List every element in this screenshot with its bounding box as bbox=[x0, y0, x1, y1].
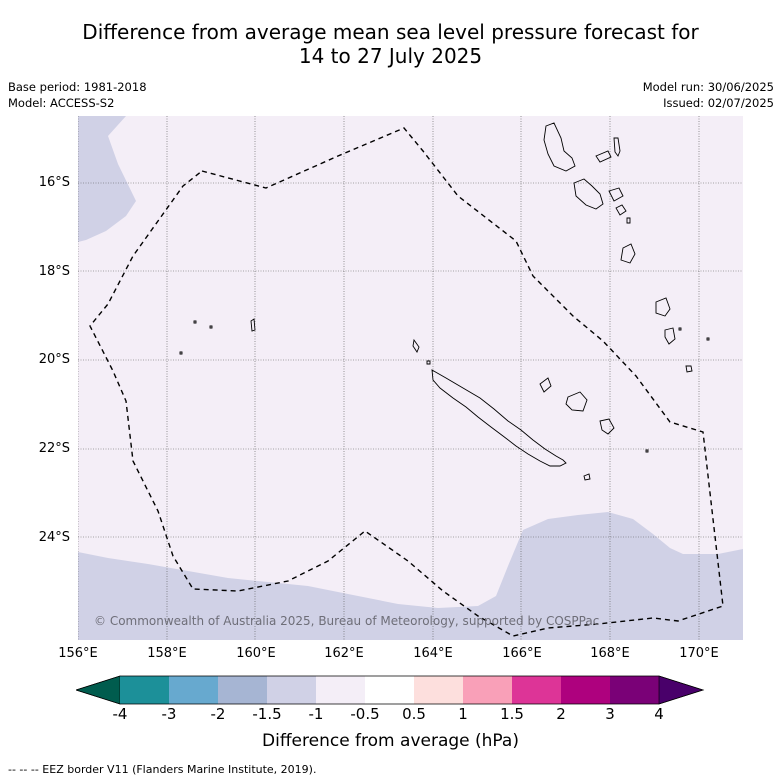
lon-label-158e: 158°E bbox=[147, 646, 187, 661]
lat-label-24s: 24°S bbox=[38, 530, 70, 545]
negative-anomaly-region-northwest bbox=[78, 116, 136, 242]
colorbar-segment bbox=[120, 676, 169, 704]
island-aneityum bbox=[685, 365, 693, 373]
colorbar-extend-low bbox=[75, 675, 121, 705]
island-small-6 bbox=[193, 320, 197, 324]
island-small-3 bbox=[706, 337, 710, 341]
colorbar-tick-label: 3 bbox=[605, 705, 615, 723]
map-panel bbox=[78, 116, 743, 640]
colorbar-segment bbox=[463, 676, 512, 704]
island-epi bbox=[615, 204, 627, 216]
colorbar-tick-label: -4 bbox=[112, 705, 128, 723]
base-period-text: Base period: 1981-2018 bbox=[8, 80, 147, 94]
lon-label-162e: 162°E bbox=[324, 646, 364, 661]
graticule bbox=[78, 116, 743, 640]
lon-label-166e: 166°E bbox=[502, 646, 542, 661]
negative-anomaly-region-south bbox=[78, 512, 743, 640]
island-malekula bbox=[573, 178, 604, 210]
colorbar-segment bbox=[610, 676, 659, 704]
colorbar-segment bbox=[267, 676, 316, 704]
title-line-2: 14 to 27 July 2025 bbox=[298, 44, 483, 68]
island-maewo bbox=[613, 137, 621, 157]
island-small-1 bbox=[645, 449, 649, 453]
island-new-caledonia bbox=[431, 369, 567, 467]
lon-label-160e: 160°E bbox=[236, 646, 276, 661]
island-belep bbox=[412, 338, 420, 353]
colorbar-tick-label: -2 bbox=[210, 705, 226, 723]
colorbar-segment bbox=[512, 676, 561, 704]
island-ambae bbox=[595, 150, 612, 163]
island-efate bbox=[620, 243, 636, 264]
copyright-text: © Commonwealth of Australia 2025, Bureau… bbox=[94, 614, 600, 628]
meta-right: Model run: 30/06/2025 Issued: 02/07/2025 bbox=[643, 79, 774, 111]
model-text: Model: ACCESS-S2 bbox=[8, 96, 115, 110]
island-small-4 bbox=[678, 327, 682, 331]
island-small-2 bbox=[426, 360, 431, 365]
island-small-8 bbox=[209, 325, 213, 329]
island-tanna bbox=[664, 327, 676, 345]
colorbar-tick-label: 0.5 bbox=[402, 705, 426, 723]
colorbar-tick-label: 2 bbox=[556, 705, 566, 723]
lon-label-168e: 168°E bbox=[590, 646, 630, 661]
lon-label-164e: 164°E bbox=[413, 646, 453, 661]
eez-legend-text: -- -- -- EEZ border V11 (Flanders Marine… bbox=[8, 763, 317, 776]
colorbar-tick-label: 4 bbox=[654, 705, 664, 723]
colorbar-segment bbox=[414, 676, 463, 704]
island-lifou bbox=[565, 391, 588, 412]
colorbar-segment bbox=[365, 676, 414, 704]
colorbar-tick-label: 1.5 bbox=[500, 705, 524, 723]
colorbar-tick-label: -1.5 bbox=[252, 705, 282, 723]
island-espiritu-santo bbox=[543, 122, 576, 172]
colorbar-title: Difference from average (hPa) bbox=[262, 731, 519, 751]
lat-label-16s: 16°S bbox=[38, 175, 70, 190]
island-ouvea bbox=[539, 377, 552, 393]
lat-label-18s: 18°S bbox=[38, 264, 70, 279]
lat-label-22s: 22°S bbox=[38, 441, 70, 456]
colorbar bbox=[74, 674, 706, 706]
colorbar-segment bbox=[561, 676, 610, 704]
colorbar-tick-label: -1 bbox=[308, 705, 324, 723]
model-run-text: Model run: 30/06/2025 bbox=[642, 80, 774, 94]
colorbar-outline bbox=[74, 675, 705, 705]
page-title: Difference from average mean sea level p… bbox=[0, 20, 781, 68]
island-pentecost bbox=[608, 187, 624, 202]
colorbar-extend-high bbox=[658, 675, 704, 705]
map-svg bbox=[78, 116, 743, 640]
colorbar-tick-label: -3 bbox=[161, 705, 177, 723]
colorbar-segment bbox=[218, 676, 267, 704]
island-small-7 bbox=[179, 351, 183, 355]
lon-label-170e: 170°E bbox=[679, 646, 719, 661]
meta-left: Base period: 1981-2018 Model: ACCESS-S2 bbox=[8, 79, 147, 111]
island-walpole bbox=[583, 473, 591, 481]
colorbar-svg bbox=[74, 675, 705, 705]
island-mare bbox=[599, 418, 615, 435]
lon-label-156e: 156°E bbox=[58, 646, 98, 661]
colorbar-tick-label: -0.5 bbox=[350, 705, 380, 723]
eez-border-line bbox=[89, 127, 724, 637]
issued-text: Issued: 02/07/2025 bbox=[663, 96, 774, 110]
island-erromango bbox=[655, 297, 671, 317]
colorbar-segment bbox=[316, 676, 365, 704]
title-line-1: Difference from average mean sea level p… bbox=[82, 20, 699, 44]
island-rennell bbox=[250, 318, 256, 332]
colorbar-tick-label: 1 bbox=[458, 705, 468, 723]
lat-label-20s: 20°S bbox=[38, 352, 70, 367]
colorbar-segment bbox=[169, 676, 218, 704]
island-small-5 bbox=[626, 217, 631, 224]
coastlines bbox=[179, 122, 710, 481]
